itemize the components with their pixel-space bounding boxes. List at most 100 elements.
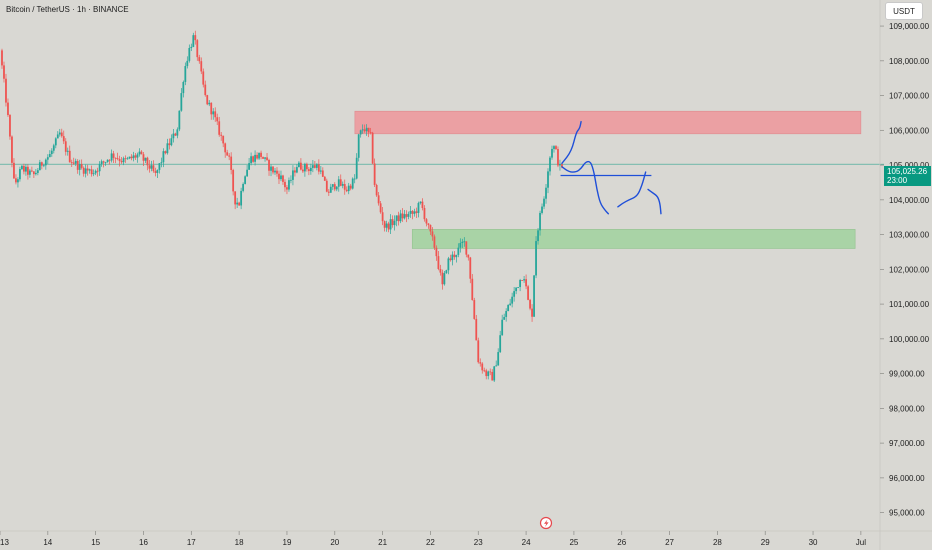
candle-body [493,366,496,381]
candle-body [120,161,123,163]
candle-up [25,164,27,176]
candle-body [355,157,358,179]
candle-body [431,231,434,237]
candle-body [230,156,233,170]
candle-body [369,132,372,133]
candle-up [74,158,77,167]
candle-down [198,54,201,64]
candle-body [62,136,65,142]
candle-down [401,208,404,222]
candle-body [19,169,21,180]
candle-body [242,183,245,191]
candle-body [335,186,338,190]
candle-down [204,80,207,97]
time-axis[interactable]: 13 14 15 16 17 18 19 20 21 22 23 24 25 26 27 28 29 30 Jul [0,530,932,547]
currency-button[interactable]: USDT [885,2,923,20]
price-axis[interactable]: 95,000.00 96,000.00 97,000.00 98,000.00 99,0… [879,0,930,550]
candle-up [17,177,19,188]
x-tick-label: 29 [761,538,770,547]
candle-up [303,162,306,177]
candle-body [274,170,276,173]
candle-body [539,212,541,231]
candle-up [447,256,450,275]
candle-up [92,169,95,177]
y-tick-label: 100,000.00 [889,335,930,344]
candle-body [445,270,448,274]
candle-body [260,152,262,157]
candle-down [383,220,386,232]
candle-down [387,221,390,233]
candle-down [108,159,111,165]
candle-body [270,166,272,171]
candle-down [294,167,296,177]
candle-down [216,113,219,126]
candle-body [238,202,241,206]
drawings-layer [560,120,662,215]
candle-body [547,171,549,188]
candle-body [234,191,237,205]
candle-body [347,185,350,192]
candle-down [529,298,531,311]
candle-body [132,155,135,159]
candle-body [180,93,183,111]
candle-up [292,165,294,186]
x-tick-label: 16 [139,538,148,547]
candle-body [329,186,332,193]
candle-body [192,35,195,47]
candle-body [415,211,418,213]
candle-down [377,192,380,206]
candle-down [40,161,43,170]
candle-up [329,183,332,193]
candle-body [467,254,470,258]
candle-body [102,161,105,163]
candle-body [433,236,436,248]
candle-body [198,57,201,62]
candle-down [234,191,237,210]
candle-up [176,127,179,139]
candle-down [305,162,308,172]
candle-up [190,43,193,52]
candle-body [425,219,428,224]
candle-body [371,132,374,164]
candle-down [228,153,231,161]
candle-down [489,368,492,376]
candle-up [341,181,344,189]
candle-down [116,152,119,161]
candle-down [375,183,378,197]
candle-body [395,215,398,221]
candle-body [194,35,197,41]
candle-down [333,182,336,192]
candle-body [3,65,5,79]
candle-down [349,183,352,191]
candle-body [307,169,310,172]
candle-body [80,164,83,168]
flash-icon[interactable] [539,516,553,530]
candle-up [505,308,508,322]
candle-body [553,146,555,149]
candle-down [154,167,157,177]
candle-body [70,162,73,164]
candle-body [60,132,63,137]
candle-body [315,164,318,168]
candle-body [561,164,563,168]
candle-body [421,201,424,208]
candle-body [58,132,61,135]
candle-body [284,181,286,188]
candle-body [379,203,382,213]
candle-down [102,160,105,168]
candle-body [156,169,159,173]
candle-up [443,271,446,286]
candle-down [282,174,284,185]
candle-down [325,178,328,193]
candle-body [499,335,502,353]
candle-up [409,205,412,218]
candle-body [202,71,205,85]
candle-body [110,153,113,161]
candle-body [409,210,412,214]
candle-up [515,287,518,295]
candle-up [545,183,547,204]
candle-up [78,159,81,176]
candle-up [110,149,113,163]
